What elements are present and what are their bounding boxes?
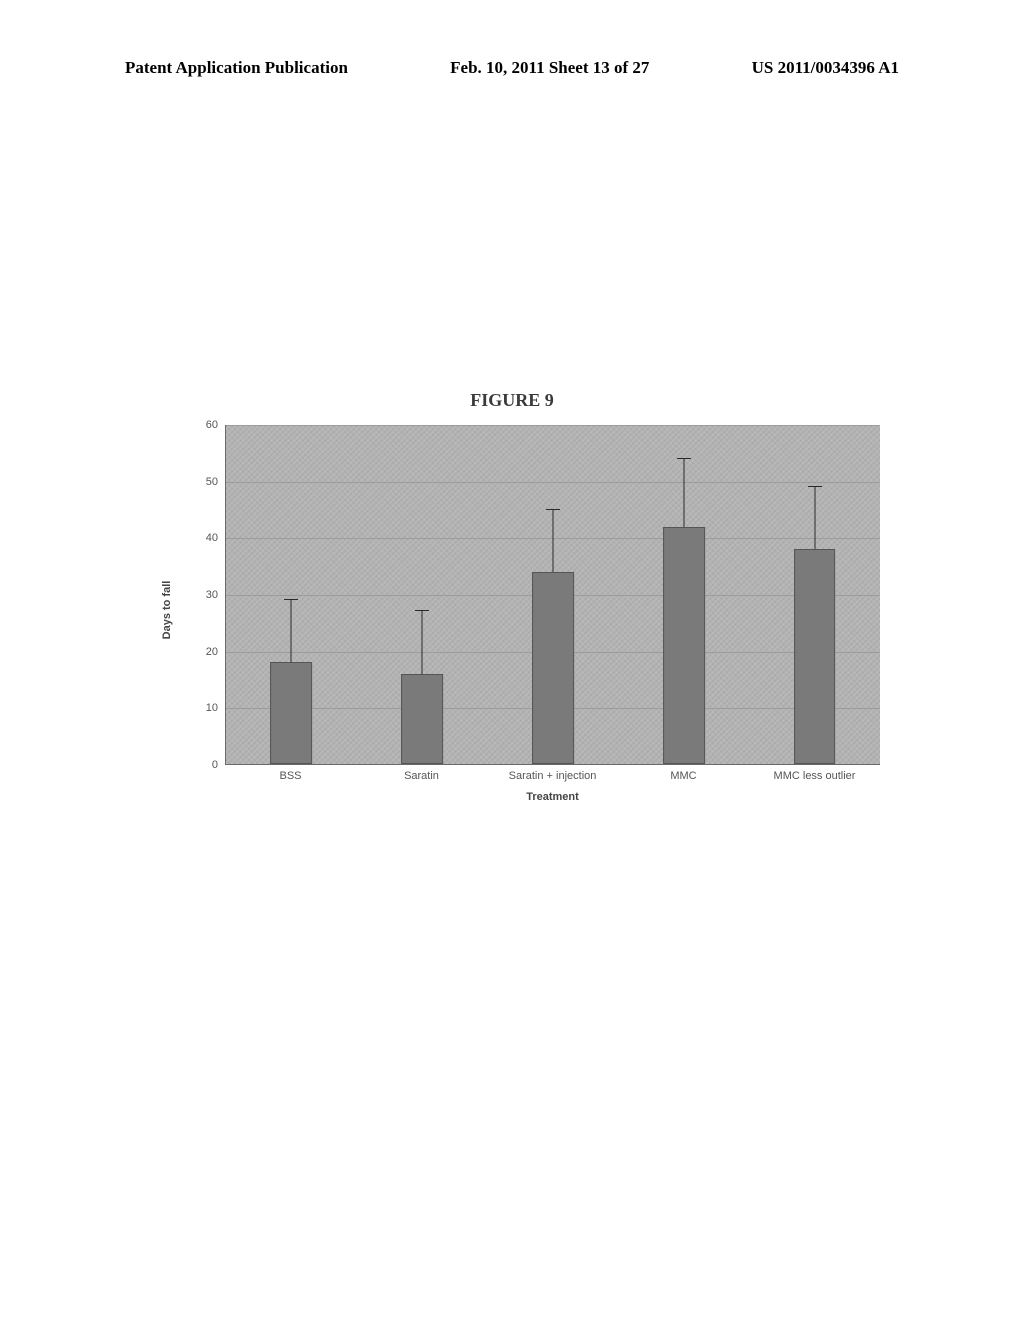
x-tick-label: MMC [618, 770, 749, 782]
bar-slot [749, 425, 880, 764]
y-tick-label: 0 [178, 759, 218, 771]
x-axis-label: Treatment [225, 791, 880, 803]
y-axis-label: Days to fall [161, 581, 173, 640]
error-bar-cap [808, 486, 822, 487]
header-right: US 2011/0034396 A1 [752, 58, 899, 78]
figure-title: FIGURE 9 [0, 390, 1024, 411]
bar [532, 572, 574, 764]
y-tick-label: 20 [178, 646, 218, 658]
y-tick-label: 10 [178, 702, 218, 714]
page-header: Patent Application Publication Feb. 10, … [125, 58, 899, 78]
error-bar-cap [415, 610, 429, 611]
bar [270, 662, 312, 764]
bar-slot [488, 425, 619, 764]
bar [663, 527, 705, 764]
y-tick-label: 40 [178, 532, 218, 544]
x-tick-label: BSS [225, 770, 356, 782]
error-bar [683, 459, 684, 527]
x-tick-label: Saratin + injection [487, 770, 618, 782]
header-left: Patent Application Publication [125, 58, 348, 78]
error-bar-cap [677, 458, 691, 459]
y-tick-label: 50 [178, 476, 218, 488]
y-tick-label: 60 [178, 419, 218, 431]
error-bar-cap [546, 509, 560, 510]
error-bar [552, 510, 553, 572]
error-bar-cap [284, 599, 298, 600]
bar [794, 549, 836, 764]
plot-area [225, 425, 880, 765]
y-tick-label: 30 [178, 589, 218, 601]
error-bar [814, 487, 815, 549]
bar-chart: Days to fall Treatment 0102030405060BSSS… [160, 425, 880, 795]
error-bar [422, 611, 423, 673]
header-middle: Feb. 10, 2011 Sheet 13 of 27 [450, 58, 649, 78]
bar [401, 674, 443, 764]
bar-slot [357, 425, 488, 764]
error-bar [291, 600, 292, 662]
x-tick-label: MMC less outlier [749, 770, 880, 782]
bar-slot [618, 425, 749, 764]
bar-slot [226, 425, 357, 764]
x-tick-label: Saratin [356, 770, 487, 782]
